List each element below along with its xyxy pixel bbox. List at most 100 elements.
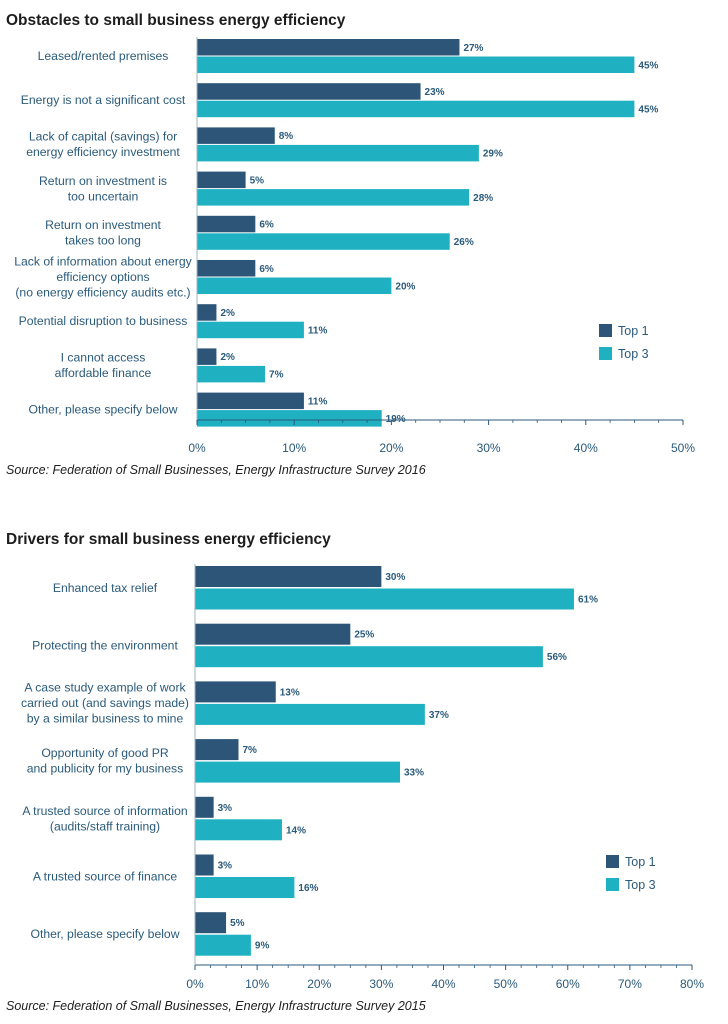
data-label: 5% <box>250 175 265 186</box>
bar-top1 <box>197 215 256 233</box>
data-label: 7% <box>242 745 257 756</box>
x-tick-label: 20% <box>307 977 331 991</box>
bar-top1 <box>197 260 256 277</box>
legend-label: Top 1 <box>618 324 649 338</box>
bar-top1 <box>195 623 351 645</box>
data-label: 33% <box>404 768 424 779</box>
category-group: Return on investment takes too long 6% 26% <box>45 215 474 250</box>
legend: Top 1 Top 3 <box>606 855 656 892</box>
category-label: I cannot access affordable finance <box>55 351 152 381</box>
bar-top3 <box>195 877 295 898</box>
category-label: Protecting the environment <box>32 638 178 652</box>
category-label: A case study example of work carried out … <box>21 681 189 726</box>
data-label: 28% <box>473 193 493 204</box>
x-tick-label: 40% <box>574 441 598 455</box>
chart-1: Obstacles to small business energy effic… <box>6 12 695 477</box>
x-tick-label: 50% <box>494 977 518 991</box>
bar-top1 <box>195 681 276 703</box>
x-tick-label: 50% <box>671 441 695 455</box>
bar-top3 <box>197 233 450 250</box>
x-tick-label: 0% <box>188 441 206 455</box>
legend-swatch <box>606 878 619 891</box>
legend-label: Top 1 <box>625 855 656 869</box>
legend-swatch <box>606 855 619 868</box>
bar-top3 <box>197 277 392 294</box>
data-label: 27% <box>463 43 483 54</box>
bar-top3 <box>195 761 401 783</box>
x-tick-label: 0% <box>186 977 204 991</box>
bar-top3 <box>195 703 425 725</box>
chart-2: Drivers for small business energy effici… <box>6 531 704 1013</box>
legend-swatch <box>599 347 612 360</box>
category-group: Lack of capital (savings) for energy effi… <box>26 127 503 162</box>
data-label: 7% <box>269 370 284 381</box>
data-label: 5% <box>230 918 245 929</box>
category-label: Opportunity of good PR and publicity for … <box>27 746 183 776</box>
category-group: Other, please specify below 11% 19% <box>28 392 406 427</box>
bar-top3 <box>197 365 266 383</box>
data-label: 19% <box>386 414 406 425</box>
category-group: Potential disruption to business 2% 11% <box>19 304 327 339</box>
bar-top3 <box>197 100 635 118</box>
category-group: Energy is not a significant cost 23% 45% <box>21 83 659 118</box>
category-label: Leased/rented premises <box>38 49 169 63</box>
source-note: Source: Federation of Small Businesses, … <box>6 999 426 1013</box>
category-label: Potential disruption to business <box>19 314 188 328</box>
bar-top3 <box>197 189 470 206</box>
data-label: 16% <box>298 883 318 894</box>
x-tick-label: 10% <box>282 441 306 455</box>
data-label: 11% <box>308 396 328 407</box>
legend-label: Top 3 <box>618 347 649 361</box>
bar-top3 <box>195 934 251 956</box>
data-label: 30% <box>385 572 405 583</box>
legend: Top 1 Top 3 <box>599 324 649 361</box>
bar-top1 <box>197 171 246 189</box>
data-label: 37% <box>429 710 449 721</box>
data-label: 8% <box>279 131 294 142</box>
category-group: A trusted source of information (audits/s… <box>22 796 306 841</box>
bar-top3 <box>195 646 543 668</box>
source-note: Source: Federation of Small Businesses, … <box>6 463 426 477</box>
x-tick-label: 10% <box>245 977 269 991</box>
data-label: 25% <box>354 630 374 641</box>
bar-top1 <box>195 739 239 761</box>
data-label: 23% <box>425 87 445 98</box>
category-label: Lack of information about energy efficien… <box>14 255 192 300</box>
data-label: 26% <box>454 237 474 248</box>
data-label: 45% <box>638 104 658 115</box>
chart-title: Obstacles to small business energy effic… <box>6 12 346 29</box>
bar-top3 <box>197 321 304 339</box>
bar-top1 <box>197 83 421 100</box>
bar-top1 <box>197 392 304 410</box>
data-label: 2% <box>220 352 235 363</box>
data-label: 29% <box>483 149 503 160</box>
data-label: 61% <box>578 595 598 606</box>
category-group: Leased/rented premises 27% 45% <box>38 39 659 73</box>
category-group: Protecting the environment 25% 56% <box>32 623 567 668</box>
bar-top1 <box>197 304 217 321</box>
category-label: Energy is not a significant cost <box>21 93 186 107</box>
category-label: Enhanced tax relief <box>53 581 158 595</box>
x-tick-label: 80% <box>680 977 704 991</box>
category-label: A trusted source of finance <box>33 869 178 883</box>
bar-top1 <box>197 127 275 144</box>
category-label: Other, please specify below <box>28 403 177 417</box>
data-label: 2% <box>220 308 235 319</box>
x-tick-label: 70% <box>618 977 642 991</box>
data-label: 9% <box>255 941 270 952</box>
legend-swatch <box>599 324 612 337</box>
bar-top3 <box>195 588 574 610</box>
category-group: I cannot access affordable finance 2% 7% <box>55 348 284 383</box>
x-tick-label: 40% <box>431 977 455 991</box>
data-label: 6% <box>259 220 274 231</box>
x-tick-label: 60% <box>556 977 580 991</box>
data-label: 3% <box>218 861 233 872</box>
category-group: Other, please specify below 5% 9% <box>30 912 269 956</box>
bar-top1 <box>195 854 214 876</box>
bar-top3 <box>197 410 382 427</box>
category-label: Return on investment takes too long <box>45 218 161 248</box>
bar-top3 <box>197 56 635 73</box>
legend-label: Top 3 <box>625 878 656 892</box>
